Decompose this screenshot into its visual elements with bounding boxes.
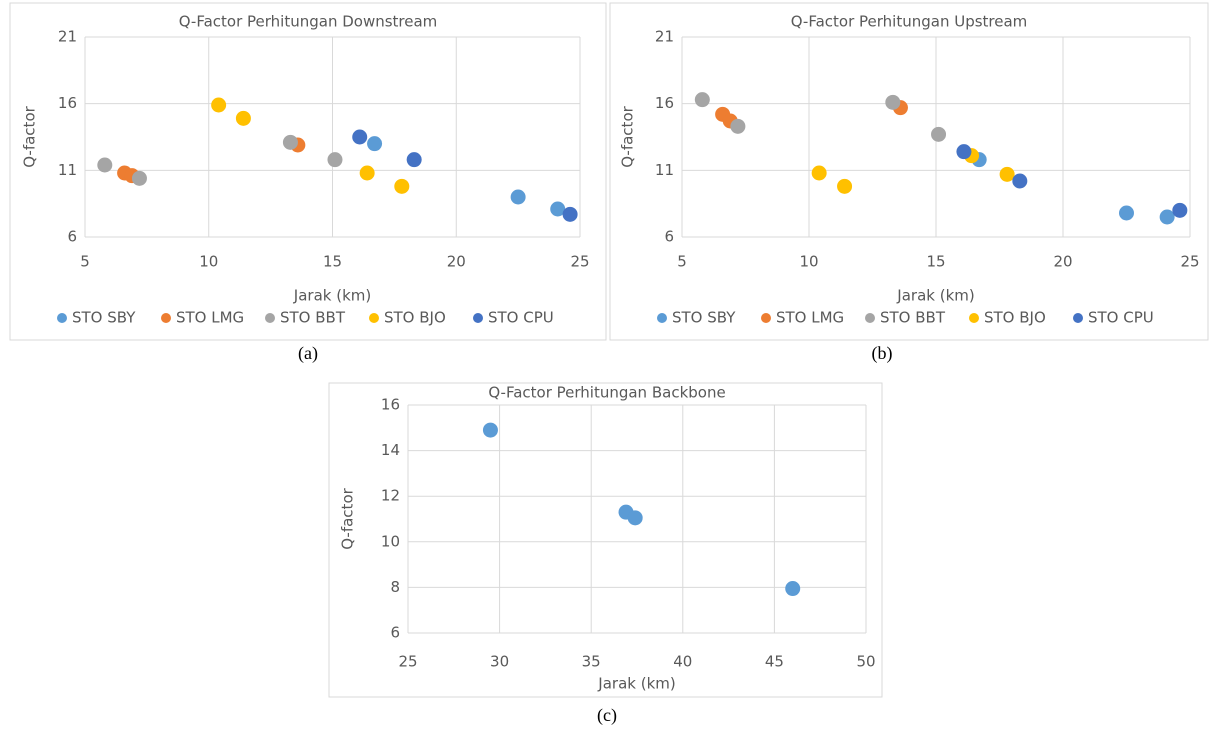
x-tick-label: 15 xyxy=(926,253,945,271)
point xyxy=(359,165,375,181)
point xyxy=(885,94,901,110)
point xyxy=(811,165,827,181)
point xyxy=(694,92,710,108)
x-tick-label: 5 xyxy=(80,253,90,271)
chart-title: Q-Factor Perhitungan Downstream xyxy=(179,13,438,31)
y-axis-label: Q-factor xyxy=(339,487,357,549)
y-tick-label: 8 xyxy=(390,578,400,596)
point xyxy=(97,157,113,173)
legend-marker xyxy=(657,313,667,323)
y-axis-label: Q-factor xyxy=(619,105,637,167)
x-axis-label: Jarak (km) xyxy=(896,287,974,305)
point xyxy=(956,144,972,160)
legend-label: STO BBT xyxy=(880,309,946,327)
legend-label: STO SBY xyxy=(672,309,736,327)
legend-label: STO CPU xyxy=(1088,309,1154,327)
legend-marker xyxy=(265,313,275,323)
caption: (a) xyxy=(298,343,318,364)
y-tick-label: 16 xyxy=(58,94,77,112)
point xyxy=(211,97,227,113)
x-tick-label: 45 xyxy=(765,653,784,671)
x-axis-label: Jarak (km) xyxy=(293,287,371,305)
x-tick-label: 40 xyxy=(673,653,692,671)
x-tick-label: 10 xyxy=(199,253,218,271)
x-tick-label: 30 xyxy=(490,653,509,671)
point xyxy=(367,136,383,152)
x-tick-label: 20 xyxy=(1053,253,1072,271)
point xyxy=(1119,205,1134,221)
legend-label: STO CPU xyxy=(488,309,554,327)
y-tick-label: 6 xyxy=(67,228,77,246)
point xyxy=(131,170,147,186)
x-tick-label: 25 xyxy=(398,653,417,671)
point xyxy=(785,581,801,597)
chart-title: Q-Factor Perhitungan Upstream xyxy=(791,13,1028,31)
chart-title: Q-Factor Perhitungan Backbone xyxy=(488,384,725,402)
x-tick-label: 35 xyxy=(582,653,601,671)
point xyxy=(562,206,578,222)
point xyxy=(510,189,526,205)
point xyxy=(1012,173,1028,189)
y-tick-label: 10 xyxy=(381,532,400,550)
y-tick-label: 11 xyxy=(58,161,77,179)
point xyxy=(1172,202,1188,218)
x-tick-label: 10 xyxy=(799,253,818,271)
x-tick-label: 15 xyxy=(323,253,342,271)
legend-marker xyxy=(969,313,979,323)
point xyxy=(235,110,251,126)
legend-label: STO LMG xyxy=(776,309,844,327)
chart-frame xyxy=(609,2,1209,341)
legend-label: STO BBT xyxy=(280,309,346,327)
point xyxy=(837,178,853,194)
point xyxy=(352,129,368,145)
legend-marker xyxy=(161,313,171,323)
point xyxy=(282,134,298,150)
legend-label: STO BJO xyxy=(384,309,446,327)
x-tick-label: 25 xyxy=(570,253,589,271)
legend-marker xyxy=(57,313,67,323)
point xyxy=(1159,209,1175,225)
point xyxy=(327,152,343,168)
point xyxy=(482,422,498,438)
point xyxy=(550,201,566,217)
point xyxy=(999,166,1015,182)
caption: (b) xyxy=(872,343,893,364)
chart-frame xyxy=(9,2,607,341)
legend-label: STO SBY xyxy=(72,309,136,327)
legend-marker xyxy=(761,313,771,323)
legend-marker xyxy=(1073,313,1083,323)
chart-frame xyxy=(328,382,883,698)
y-tick-label: 21 xyxy=(58,28,77,46)
y-tick-label: 12 xyxy=(381,487,400,505)
legend-marker xyxy=(369,313,379,323)
caption: (c) xyxy=(597,705,617,726)
point xyxy=(730,118,746,134)
point xyxy=(394,178,410,194)
y-tick-label: 6 xyxy=(664,228,674,246)
x-tick-label: 20 xyxy=(447,253,466,271)
x-tick-label: 25 xyxy=(1180,253,1199,271)
y-tick-label: 16 xyxy=(381,396,400,414)
y-tick-label: 16 xyxy=(655,94,674,112)
y-axis-label: Q-factor xyxy=(21,105,39,167)
x-axis-label: Jarak (km) xyxy=(597,675,675,693)
legend-label: STO BJO xyxy=(984,309,1046,327)
legend-label: STO LMG xyxy=(176,309,244,327)
point xyxy=(931,126,947,142)
y-tick-label: 14 xyxy=(381,441,400,459)
legend-marker xyxy=(865,313,875,323)
y-tick-label: 21 xyxy=(655,28,674,46)
legend-marker xyxy=(473,313,483,323)
y-tick-label: 6 xyxy=(390,624,400,642)
x-tick-label: 50 xyxy=(856,653,875,671)
point xyxy=(627,510,643,526)
y-tick-label: 11 xyxy=(655,161,674,179)
x-tick-label: 5 xyxy=(677,253,687,271)
point xyxy=(406,152,422,168)
